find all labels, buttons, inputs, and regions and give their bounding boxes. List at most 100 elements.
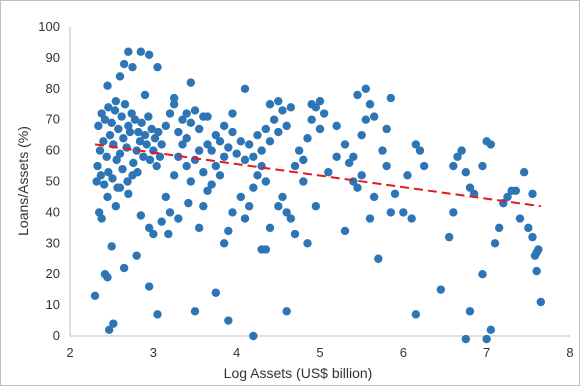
scatter-point [104, 325, 114, 335]
scatter-point [369, 112, 379, 121]
scatter-point [240, 214, 250, 223]
scatter-point [536, 297, 546, 307]
scatter-point [365, 100, 375, 109]
scatter-point [178, 140, 187, 149]
scatter-point [137, 118, 146, 127]
scatter-point [444, 232, 454, 242]
scatter-point [486, 140, 496, 149]
scatter-point [133, 168, 142, 177]
scatter-point [90, 291, 100, 301]
scatter-point [253, 171, 262, 180]
scatter-point [203, 112, 212, 121]
scatter-point [236, 137, 246, 146]
scatter-point [211, 161, 221, 171]
scatter-point [118, 164, 127, 174]
scatter-point [215, 171, 225, 180]
scatter-point [169, 171, 179, 180]
scatter-point [286, 103, 296, 112]
scatter-point [465, 307, 475, 316]
scatter-point [107, 118, 116, 127]
scatter-point [303, 239, 312, 248]
scatter-point [186, 177, 196, 186]
scatter-point [299, 177, 308, 186]
scatter-point [461, 334, 471, 344]
x-tick-label: 3 [150, 345, 157, 360]
scatter-point [403, 171, 412, 180]
scatter-point [315, 124, 325, 134]
scatter-point [199, 202, 208, 211]
scatter-point [211, 288, 221, 297]
scatter-point [382, 161, 391, 171]
scatter-point [123, 177, 132, 186]
scatter-point [104, 103, 113, 112]
scatter-point [386, 93, 396, 103]
scatter-point [104, 168, 113, 177]
scatter-point [386, 208, 396, 217]
scatter-point [145, 155, 155, 165]
scatter-point [194, 146, 204, 155]
scatter-point [135, 137, 145, 146]
scatter-point [161, 192, 171, 202]
scatter-point [319, 109, 329, 118]
scatter-point [478, 270, 487, 279]
scatter-point [257, 146, 266, 155]
scatter-point [503, 192, 512, 202]
scatter-point [257, 161, 266, 171]
scatter-point [102, 152, 111, 161]
scatter-point [96, 171, 106, 180]
scatter-point [361, 115, 371, 124]
scatter-point [265, 137, 275, 146]
scatter-point [290, 161, 300, 171]
scatter-point [157, 217, 166, 226]
scatter-point [240, 84, 250, 94]
scatter-point [103, 81, 112, 90]
scatter-point [97, 214, 106, 223]
scatter-point [111, 96, 121, 106]
scatter-point [155, 152, 165, 161]
scatter-point [174, 127, 183, 137]
scatter-point [228, 127, 237, 137]
scatter-point [103, 192, 112, 202]
scatter-point [182, 134, 191, 143]
scatter-point [290, 229, 300, 239]
scatter-point [112, 155, 121, 165]
scatter-point [139, 152, 148, 161]
scatter-point [115, 149, 125, 158]
scatter-point [94, 121, 103, 131]
scatter-point [332, 152, 341, 161]
scatter-point [211, 130, 221, 140]
scatter-point [119, 134, 128, 143]
scatter-point [108, 174, 117, 183]
scatter-point [161, 121, 171, 131]
scatter-point [311, 202, 321, 211]
scatter-point [449, 161, 458, 171]
scatter-point [307, 100, 316, 109]
scatter-point [236, 192, 246, 202]
scatter-point [149, 229, 158, 239]
scatter-point [153, 310, 162, 319]
scatter-point [194, 223, 204, 233]
y-tick-label: 40 [46, 204, 60, 219]
scatter-point [144, 223, 154, 233]
scatter-point [265, 223, 275, 233]
y-tick-label: 0 [53, 328, 60, 343]
scatter-point [365, 214, 375, 223]
scatter-point [190, 155, 200, 165]
scatter-point [415, 146, 425, 155]
scatter-point [253, 130, 262, 140]
scatter-point [344, 158, 354, 168]
scatter-point [534, 245, 543, 254]
scatter-point [232, 149, 241, 158]
scatter-point [282, 307, 291, 316]
y-tick-label: 30 [46, 235, 60, 250]
scatter-point [219, 239, 229, 248]
scatter-point [261, 245, 271, 254]
scatter-point [182, 109, 191, 118]
scatter-point [340, 140, 350, 149]
scatter-point [182, 161, 191, 171]
scatter-point [97, 109, 106, 118]
scatter-point [411, 140, 421, 149]
scatter-point [203, 186, 212, 195]
